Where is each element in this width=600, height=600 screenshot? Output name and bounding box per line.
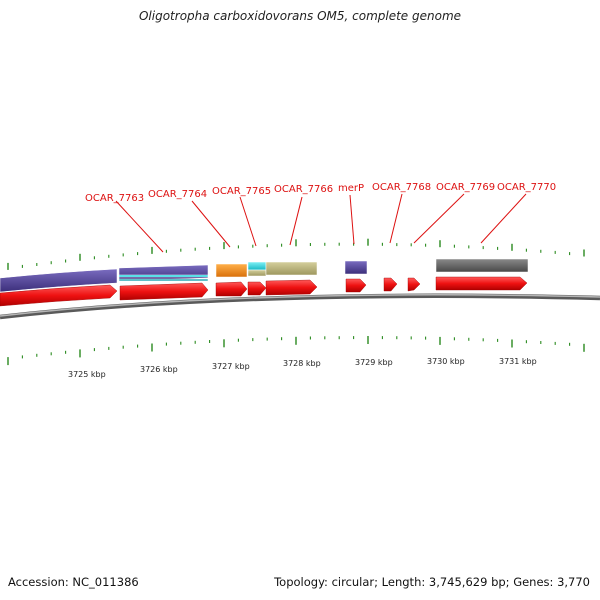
gene-label-merp: merP <box>338 183 364 194</box>
kbp-label-3727: 3727 kbp <box>212 362 250 371</box>
genome-stats-text: Topology: circular; Length: 3,745,629 bp… <box>274 575 590 589</box>
leader-line-ocar-7770 <box>480 193 527 244</box>
genome-backbone <box>0 293 600 320</box>
leader-line-ocar-7763 <box>115 200 164 253</box>
feature-block-purple-merp <box>344 260 368 275</box>
gene-label-ocar-7769: OCAR_7769 <box>436 182 495 193</box>
gene-label-ocar-7765: OCAR_7765 <box>212 186 271 197</box>
leader-line-ocar-7764 <box>191 200 231 248</box>
cds-arrow-ocar-7765b <box>247 281 267 296</box>
feature-block-purple-long <box>0 268 118 293</box>
kbp-label-3726: 3726 kbp <box>140 365 178 374</box>
cds-arrow-merp <box>345 278 367 293</box>
gene-label-ocar-7764: OCAR_7764 <box>148 189 207 200</box>
cds-arrow-ocar-7765 <box>215 281 248 297</box>
feature-stripe-cyan-a <box>118 274 209 278</box>
cds-arrow-ocar-7766 <box>265 279 318 296</box>
cds-arrow-ocar-7768 <box>383 277 398 292</box>
feature-block-khaki-small <box>247 269 267 277</box>
leader-line-merp <box>349 194 355 245</box>
leader-line-ocar-7768 <box>389 193 403 244</box>
kbp-label-3725: 3725 kbp <box>68 370 106 379</box>
feature-block-orange <box>215 263 248 278</box>
kbp-label-3729: 3729 kbp <box>355 358 393 367</box>
feature-block-khaki <box>265 261 318 276</box>
accession-text: Accession: NC_011386 <box>8 575 139 589</box>
inner-tick-marks <box>7 336 585 366</box>
feature-block-cyan <box>247 261 267 271</box>
cds-arrow-ocar-7764 <box>119 282 209 301</box>
kbp-label-3730: 3730 kbp <box>427 357 465 366</box>
leader-line-ocar-7766 <box>289 196 303 246</box>
feature-block-purple-striped <box>118 264 209 282</box>
kbp-label-3731: 3731 kbp <box>499 357 537 366</box>
cds-arrow-ocar-7768b <box>407 277 421 292</box>
cds-arrow-ocar-7770 <box>435 276 528 291</box>
feature-stripe-cyan-b <box>118 278 209 282</box>
gene-label-ocar-7763: OCAR_7763 <box>85 193 144 204</box>
gene-label-ocar-7768: OCAR_7768 <box>372 182 431 193</box>
cds-arrow-ocar-7763 <box>0 284 118 307</box>
outer-tick-marks <box>7 238 585 270</box>
gene-label-ocar-7766: OCAR_7766 <box>274 184 333 195</box>
leader-line-ocar-7769 <box>413 193 465 244</box>
genome-backbone-highlight <box>0 294 600 317</box>
leader-line-ocar-7765 <box>239 196 257 247</box>
kbp-label-3728: 3728 kbp <box>283 359 321 368</box>
feature-block-gray <box>435 258 529 273</box>
map-title: Oligotropha carboxidovorans OM5, complet… <box>138 9 462 23</box>
gene-label-ocar-7770: OCAR_7770 <box>497 182 556 193</box>
